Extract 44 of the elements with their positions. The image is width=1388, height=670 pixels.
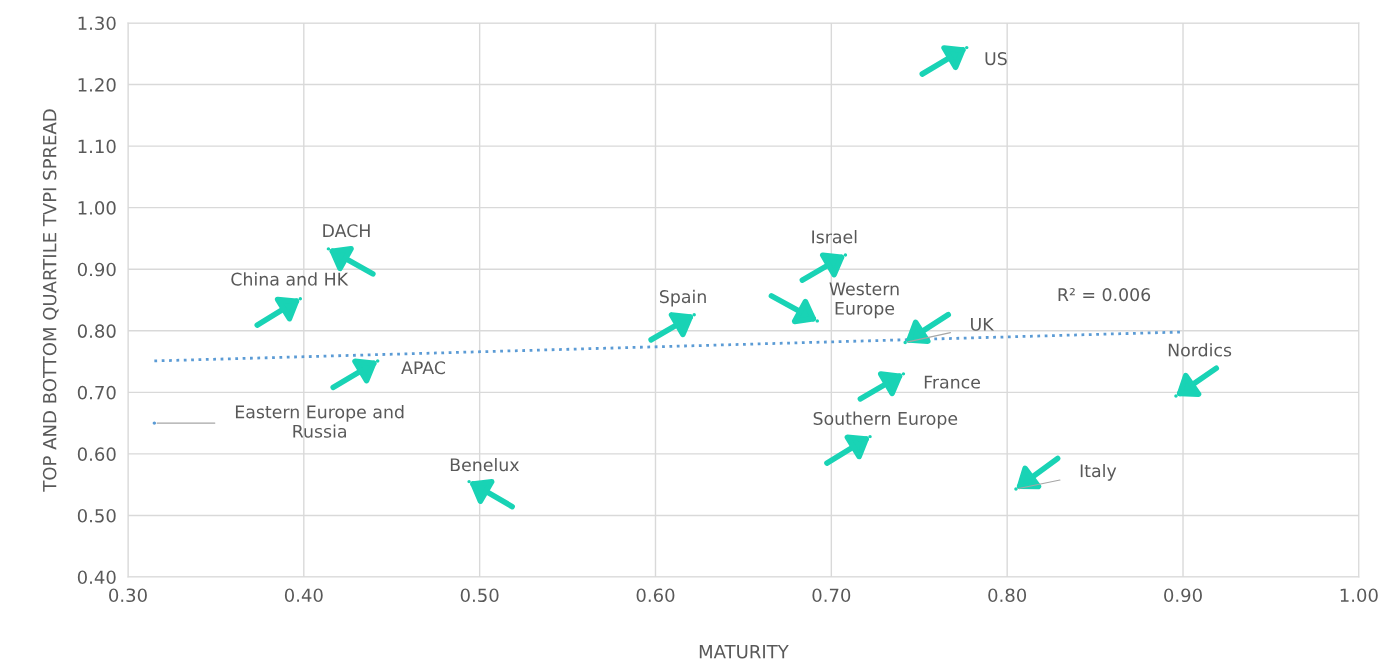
y-tick-label: 1.10 [78,139,116,154]
point [965,45,969,50]
x-tick-label: 0.60 [636,588,675,603]
y-tick-label: 1.20 [78,78,116,92]
point [901,372,906,376]
annotation: Eastern Europe and Russia [235,404,404,438]
annotation: Nordics [1168,343,1232,357]
y-tick-label: 0.60 [77,447,116,461]
annotation: Israel [812,229,857,244]
annotation: APAC [401,361,446,375]
x-tick-label: 0.90 [1164,588,1202,603]
x-tick-label: 0.50 [460,588,499,603]
y-axis-title: TOP AND BOTTOM QUARTILE TVPI SPREAD [42,109,59,492]
y-tick-label: 0.40 [77,570,116,585]
x-tick-label: 1.00 [1340,588,1378,603]
x-tick-label: 0.70 [812,588,851,603]
annotation: China and HK [231,272,349,286]
y-tick-label: 0.80 [77,324,116,338]
annotation: Italy [1080,463,1117,481]
y-tick-label: 1.00 [78,201,116,215]
x-axis-title: MATURITY [699,645,789,659]
point [903,340,907,345]
x-tick-label: 0.80 [988,588,1027,603]
x-tick-label: 0.40 [284,588,323,603]
annotation: R² = 0.006 [1058,288,1151,302]
annotation: Spain [659,289,706,307]
point [1174,394,1178,398]
point [375,359,380,363]
annotation: US [985,52,1007,66]
annotation: France [924,375,980,389]
y-tick-label: 0.50 [77,508,116,523]
point [326,247,331,251]
y-tick-label: 1.30 [78,16,116,31]
annotation: Benelux [450,457,519,472]
x-tick-label: 0.30 [109,588,147,603]
point [815,319,819,323]
annotation: Southern Europe [813,411,958,429]
y-tick-label: 0.70 [77,385,116,400]
annotation: DACH [323,224,370,238]
annotation: Western Europe [829,282,899,319]
point [1014,487,1018,491]
annotation: UK [971,317,994,331]
y-tick-label: 0.90 [77,262,116,277]
point [152,421,157,425]
